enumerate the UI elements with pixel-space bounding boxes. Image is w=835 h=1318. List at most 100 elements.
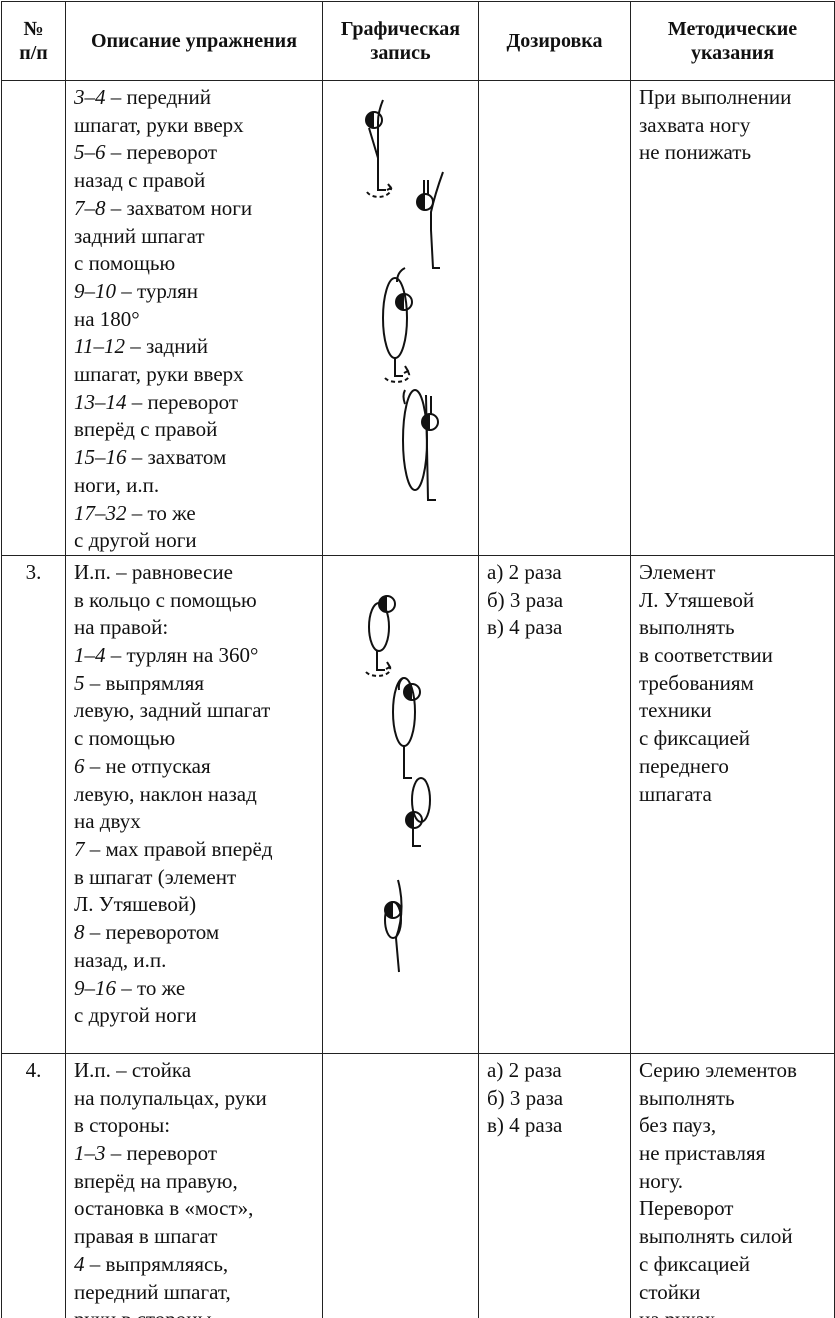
description-cell: И.п. – стойка на полупальцах, руки в сторо… — [65, 1052, 323, 1318]
line: И.п. – стойка — [74, 1057, 192, 1082]
line: правая в шпагат — [74, 1224, 218, 1249]
line: выполнять — [639, 1085, 735, 1110]
line: 5–6 – переворот — [74, 139, 322, 167]
line: с фиксацией — [639, 1251, 751, 1276]
count: 7–8 — [74, 195, 106, 220]
header-text: п/п — [19, 42, 48, 64]
line: в стороны: — [74, 1113, 171, 1138]
line-text: – не отпуская — [89, 753, 211, 778]
line: 6 – не отпуская — [74, 753, 322, 781]
count: 4 — [74, 1251, 85, 1276]
line-text: – переворот — [131, 389, 239, 414]
header-cell: Дозировка — [478, 1, 631, 81]
header-cell: № п/п — [1, 1, 66, 81]
notes-cell: Элемент Л. Утяшевой выполнять в соответстви… — [630, 554, 835, 1054]
line: шпагат, руки вверх — [74, 112, 244, 137]
line: 7 – мах правой вперёд — [74, 836, 322, 864]
line: 11–12 – задний — [74, 333, 322, 361]
line-text: – задний — [130, 334, 208, 359]
number-cell: 4. — [1, 1052, 66, 1318]
line: с другой ноги — [74, 528, 197, 553]
line: 9–10 – турлян — [74, 278, 322, 306]
count: 8 — [74, 920, 85, 945]
line: на 180° — [74, 306, 140, 331]
line: в) 4 раза — [487, 615, 563, 640]
line: 7–8 – захватом ноги — [74, 195, 322, 223]
line: 3–4 – передний — [74, 84, 322, 112]
line: выполнять силой — [639, 1224, 793, 1249]
line: шпагат, руки вверх — [74, 362, 244, 387]
count: 6 — [74, 753, 85, 778]
line: И.п. – равновесие — [74, 559, 233, 584]
row-number: 4. — [25, 1057, 42, 1082]
header-text: № — [23, 18, 44, 40]
line: выполнять — [639, 615, 735, 640]
line-text: – турлян — [121, 278, 199, 303]
count: 13–14 — [74, 389, 127, 414]
header-cell: Графическая запись — [322, 1, 479, 81]
table-row: 4. И.п. – стойка на полупальцах, руки в сто… — [1, 1052, 835, 1318]
line: с помощью — [74, 251, 176, 276]
line: 4 – выпрямляясь, — [74, 1251, 322, 1279]
line: в шпагат (элемент — [74, 864, 237, 889]
line: 1–3 – переворот — [74, 1140, 322, 1168]
line: 1–4 – турлян на 360° — [74, 642, 322, 670]
line: остановка в «мост», — [74, 1196, 254, 1221]
line: на правой: — [74, 615, 169, 640]
line: левую, наклон назад — [74, 781, 257, 806]
line: 9–16 – то же — [74, 975, 322, 1003]
line-text: – передний — [110, 85, 212, 109]
line: б) 3 раза — [487, 587, 564, 612]
description-cell: 3–4 – передний шпагат, руки вверх 5–6 – пе… — [65, 80, 323, 556]
count: 1–4 — [74, 643, 106, 668]
count: 15–16 — [74, 445, 127, 470]
line: шпагата — [639, 781, 712, 806]
line: 8 – переворотом — [74, 919, 322, 947]
line: Элемент — [639, 559, 716, 584]
line: техники — [639, 698, 712, 723]
count: 9–10 — [74, 278, 116, 303]
header-text: Методические — [667, 18, 798, 40]
line: с фиксацией — [639, 726, 751, 751]
line: Л. Утяшевой — [639, 587, 755, 612]
line-text: – выпрямляясь, — [89, 1251, 229, 1276]
line: а) 2 раза — [487, 1057, 562, 1082]
line: 17–32 – то же — [74, 500, 322, 528]
line: с помощью — [74, 726, 176, 751]
line: захвата ногу — [639, 112, 751, 137]
graphic-cell — [322, 80, 479, 556]
line: Серию элементов — [639, 1057, 797, 1082]
line: без пауз, — [639, 1113, 717, 1138]
header-text: указания — [690, 42, 775, 64]
count: 5 — [74, 670, 85, 695]
line: Л. Утяшевой) — [74, 892, 197, 917]
line: не понижать — [639, 140, 752, 165]
count: 17–32 — [74, 500, 127, 525]
header-row: № п/п Описание упражнения Графическая запись… — [1, 1, 835, 81]
number-cell — [1, 80, 66, 556]
line: вперёд с правой — [74, 417, 218, 442]
line-text: – переворот — [110, 1141, 218, 1166]
notes-cell: Серию элементов выполнять без пауз, не прис… — [630, 1052, 835, 1318]
header-text: Описание упражнения — [90, 30, 298, 52]
line: ногу. — [639, 1168, 683, 1193]
line-text: – мах правой вперёд — [89, 836, 273, 861]
header-text: Дозировка — [506, 30, 603, 52]
line: руки в стороны — [74, 1306, 322, 1318]
line: б) 3 раза — [487, 1085, 564, 1110]
line: 13–14 – переворот — [74, 389, 322, 417]
line: При выполнении — [639, 85, 792, 109]
graphic-cell — [322, 554, 479, 1054]
number-cell: 3. — [1, 554, 66, 1054]
line-text: – захватом — [131, 445, 227, 470]
line-text: – то же — [131, 500, 196, 525]
description-cell: И.п. – равновесие в кольцо с помощью на пр… — [65, 554, 323, 1054]
count: 7 — [74, 836, 85, 861]
line: левую, задний шпагат — [74, 698, 271, 723]
line: назад с правой — [74, 168, 206, 193]
row-number: 3. — [25, 559, 42, 584]
line-text: – выпрямляя — [89, 670, 205, 695]
header-cell: Описание упражнения — [65, 1, 323, 81]
